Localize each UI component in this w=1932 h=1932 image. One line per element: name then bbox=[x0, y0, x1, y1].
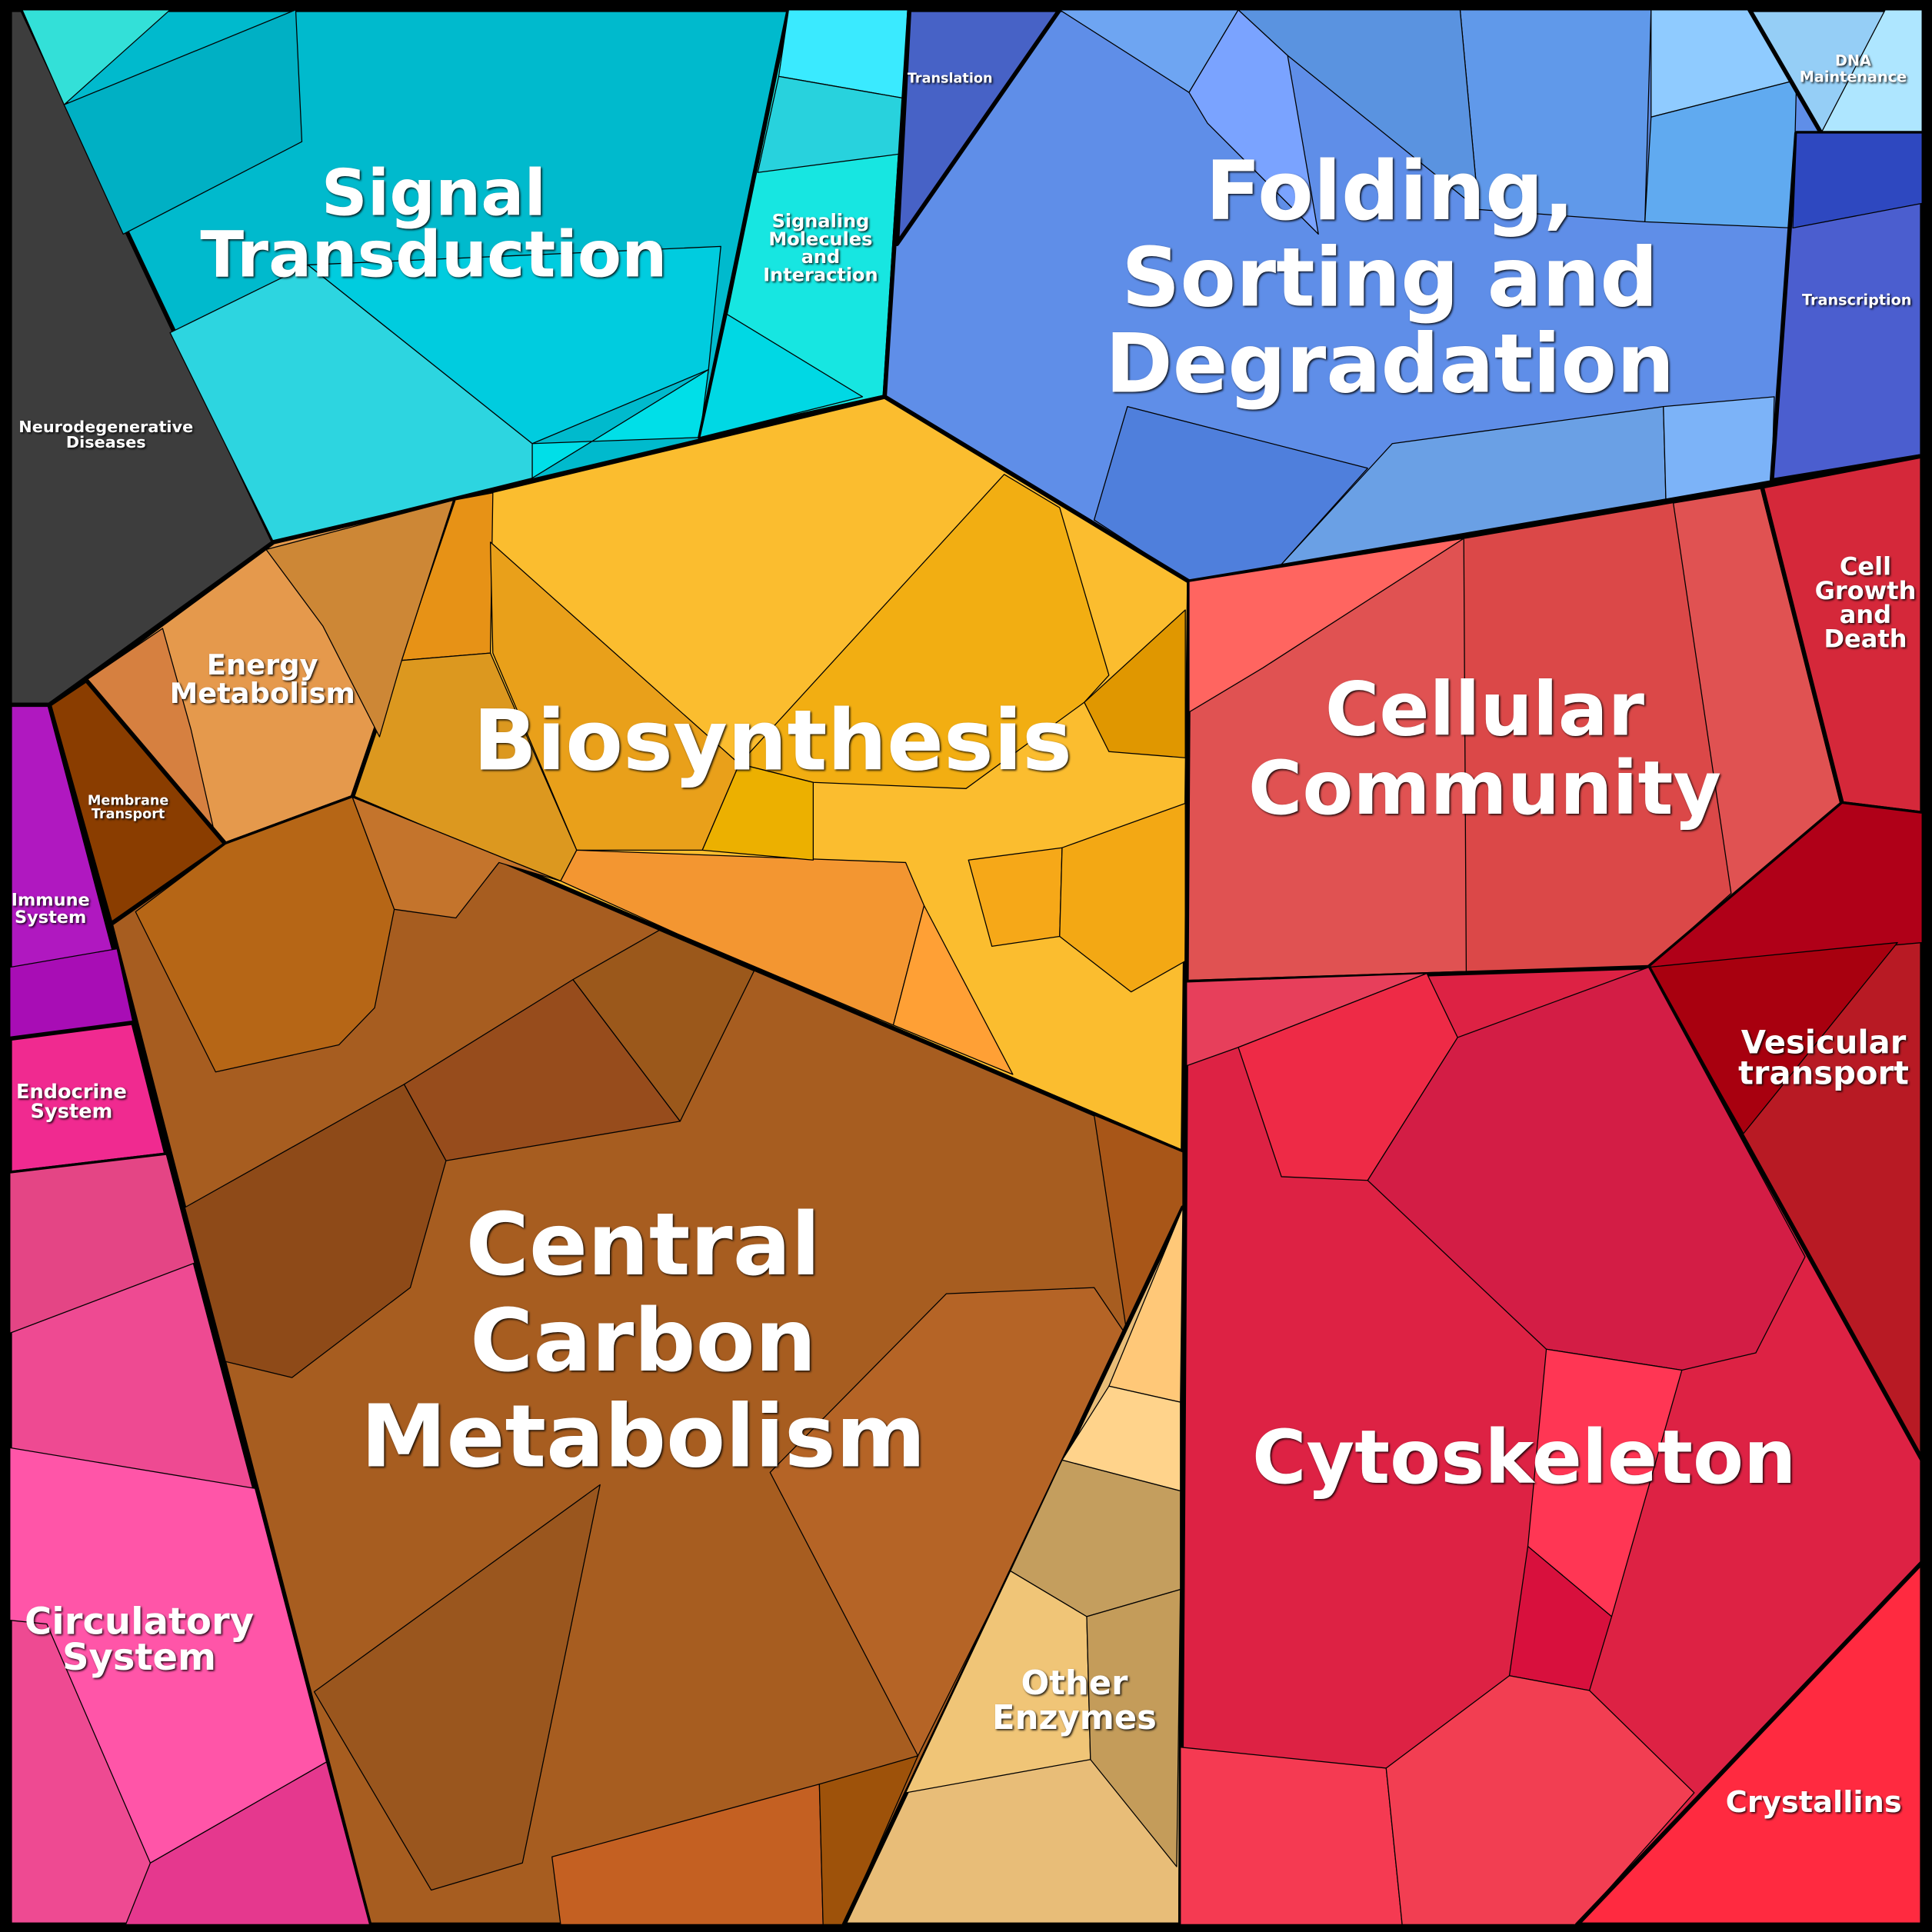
cell bbox=[1084, 609, 1186, 758]
cell bbox=[1086, 1588, 1181, 1867]
cell bbox=[701, 763, 814, 861]
cell bbox=[738, 474, 1110, 789]
region-label: Cytoskeleton bbox=[1252, 1414, 1796, 1501]
cell bbox=[1367, 966, 1806, 1371]
cells bbox=[8, 8, 1924, 1927]
cell bbox=[1792, 132, 1923, 229]
region-label: Death bbox=[1824, 624, 1907, 653]
region-label: Sorting and bbox=[1121, 230, 1658, 325]
region-label: Carbon bbox=[470, 1291, 816, 1391]
region-label: Neurodegenerative bbox=[18, 418, 193, 436]
region-label: Signal bbox=[321, 155, 546, 230]
region-label: Diseases bbox=[66, 433, 146, 451]
region-label: Interaction bbox=[763, 265, 878, 286]
region-label: System bbox=[15, 908, 86, 928]
region-label: Circulatory bbox=[25, 1600, 254, 1643]
region-label: Central bbox=[466, 1195, 821, 1295]
cell bbox=[1059, 802, 1186, 993]
region-label: Metabolism bbox=[361, 1387, 926, 1487]
region-label: Endocrine bbox=[16, 1081, 127, 1104]
region-label: Immune bbox=[12, 891, 90, 911]
region-label: Cell bbox=[1840, 552, 1891, 581]
region-label: transport bbox=[1738, 1054, 1909, 1092]
cell bbox=[531, 368, 709, 479]
cell bbox=[1188, 9, 1319, 235]
cell bbox=[351, 796, 561, 919]
region-label: Metabolism bbox=[170, 677, 355, 710]
cell bbox=[1188, 538, 1464, 713]
region-label: Crystallins bbox=[1726, 1785, 1902, 1820]
region-label: Biosynthesis bbox=[473, 692, 1072, 790]
region-label: Folding, bbox=[1205, 144, 1574, 238]
region-label: and bbox=[801, 246, 841, 268]
cell bbox=[265, 499, 455, 738]
region-label: Vesicular bbox=[1741, 1024, 1907, 1061]
region-label: DNA bbox=[1835, 52, 1871, 70]
cell bbox=[572, 929, 755, 1122]
cell bbox=[9, 1154, 195, 1334]
region-label: System bbox=[62, 1636, 216, 1679]
region-label: Community bbox=[1248, 745, 1721, 831]
cell bbox=[769, 1287, 1128, 1757]
region-label: Energy bbox=[207, 648, 318, 681]
cell bbox=[894, 8, 1062, 247]
region-label: Membrane bbox=[88, 793, 169, 808]
cell bbox=[22, 9, 171, 105]
cell bbox=[489, 541, 740, 851]
region-label: Transcription bbox=[1802, 291, 1911, 308]
region-label: Enzymes bbox=[992, 1699, 1157, 1737]
region-label: Other bbox=[1021, 1664, 1129, 1703]
cell bbox=[892, 904, 1014, 1075]
cell bbox=[1574, 1560, 1924, 1927]
cell bbox=[313, 1484, 601, 1891]
region-label: and bbox=[1840, 600, 1891, 629]
region-label: Transduction bbox=[200, 217, 667, 291]
region-label: Translation bbox=[908, 72, 993, 87]
region-label: Molecules bbox=[768, 228, 872, 250]
cell bbox=[63, 9, 303, 235]
region-label: Degradation bbox=[1105, 316, 1674, 411]
cell bbox=[125, 1761, 371, 1926]
cell bbox=[1385, 1675, 1695, 1926]
cell bbox=[1647, 802, 1923, 968]
region-label: Growth bbox=[1815, 576, 1917, 605]
cell bbox=[699, 313, 864, 438]
cell bbox=[1237, 9, 1480, 210]
region-label: Transport bbox=[92, 807, 165, 822]
cell bbox=[1180, 1747, 1403, 1926]
region-label: Signaling bbox=[772, 210, 870, 232]
region-label: Maintenance bbox=[1800, 68, 1907, 85]
region-label: Cellular bbox=[1325, 667, 1645, 753]
region-label: System bbox=[31, 1101, 113, 1124]
